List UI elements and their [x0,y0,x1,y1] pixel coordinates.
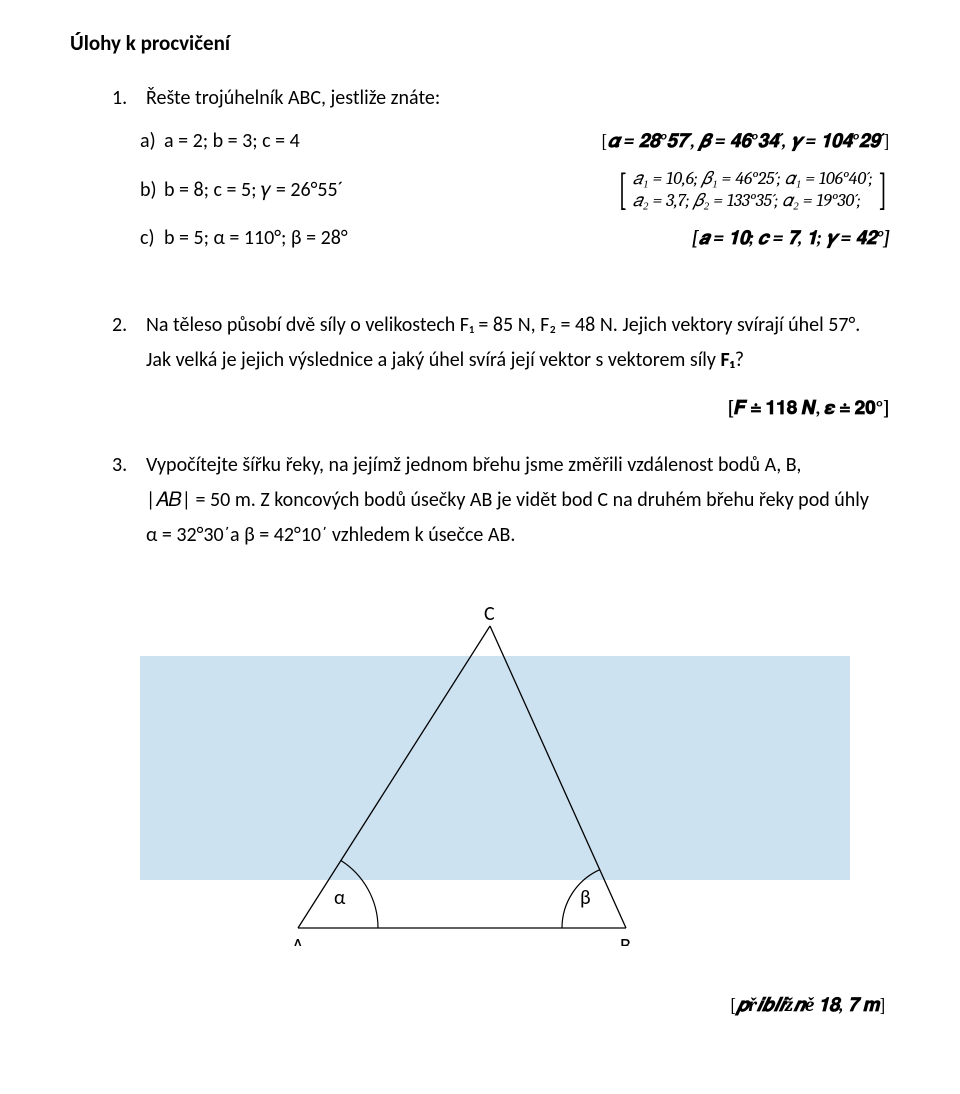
q1-b-ans-line2: 𝑎₂ = 3,7; 𝛽₂ = 133°35´; 𝛼₂ = 19°30´; [633,190,861,211]
svg-text:α: α [334,886,346,910]
q1-c-letter: c) [140,224,164,253]
q1-a-answer: [𝜶 = 𝟐𝟖°𝟓𝟕´, 𝜷 = 𝟒𝟔°𝟑𝟒´, 𝜸 = 𝟏𝟎𝟒°𝟐𝟗´] [601,128,890,156]
question-3: 3. Vypočítejte šířku řeky, na jejímž jed… [70,451,890,556]
page-title: Úlohy k procvičení [70,28,890,58]
q1-intro: Řešte trojúhelník ABC, jestliže znáte: [146,84,440,113]
q3-answer: [𝒑ř𝒊𝒃𝒍𝒊ž𝒏ě 𝟏𝟖, 𝟕 𝐦] [70,992,890,1020]
q2-number: 2. [112,311,146,381]
svg-text:A: A [292,934,304,946]
q1-b-answer: [ 𝑎₁ = 10,6; 𝛽₁ = 46°25´; 𝛼₁ = 106°40´; … [615,168,890,213]
figure-container: Cα β A B [70,606,890,946]
q3-line1: Vypočítejte šířku řeky, na jejímž jednom… [146,451,869,480]
triangle-figure: Cα β A B [140,606,850,946]
q2-line2: Jak velká je jejich výslednice a jaký úh… [146,346,860,375]
q1-c-text: b = 5; α = 110°; β = 28° [164,224,348,253]
q2-line1: Na těleso působí dvě síly o velikostech … [146,311,860,340]
q1-b-letter: b) [140,176,164,205]
q1-a-row: a) a = 2; b = 3; c = 4 [𝜶 = 𝟐𝟖°𝟓𝟕´, 𝜷 = … [140,127,890,156]
svg-text:B: B [620,934,631,946]
q3-number: 3. [112,451,146,556]
q3-line3: α = 32°30´a β = 42°10´ vzhledem k úsečce… [146,521,869,550]
q1-c-row: c) b = 5; α = 110°; β = 28° [𝒂 = 𝟏𝟎; 𝒄 =… [140,224,890,253]
q1-a-letter: a) [140,127,164,156]
question-2: 2. Na těleso působí dvě síly o velikoste… [70,311,890,381]
q3-line2: |𝐴𝐵| = 50 m. Z koncových bodů úsečky AB … [146,486,869,515]
q1-b-ans-line1: 𝑎₁ = 10,6; 𝛽₁ = 46°25´; 𝛼₁ = 106°40´; [633,168,873,189]
q1-c-answer: [𝒂 = 𝟏𝟎; 𝒄 = 𝟕, 𝟏; 𝜸 = 𝟒𝟐°] [692,225,890,253]
q1-b-row: b) b = 8; c = 5; 𝛾 = 26°55´ [ 𝑎₁ = 10,6;… [140,166,890,214]
svg-text:C: C [484,606,495,626]
q2-answer: [𝑭 ≐ 𝟏𝟏𝟖 𝑵, 𝜺 ≐ 𝟐𝟎°] [70,395,890,423]
svg-text:β: β [580,886,591,910]
q1-a-text: a = 2; b = 3; c = 4 [164,127,300,156]
q1-b-text: b = 8; c = 5; 𝛾 = 26°55´ [164,176,344,205]
question-1: 1. Řešte trojúhelník ABC, jestliže znáte… [70,84,890,253]
q1-number: 1. [112,84,146,113]
